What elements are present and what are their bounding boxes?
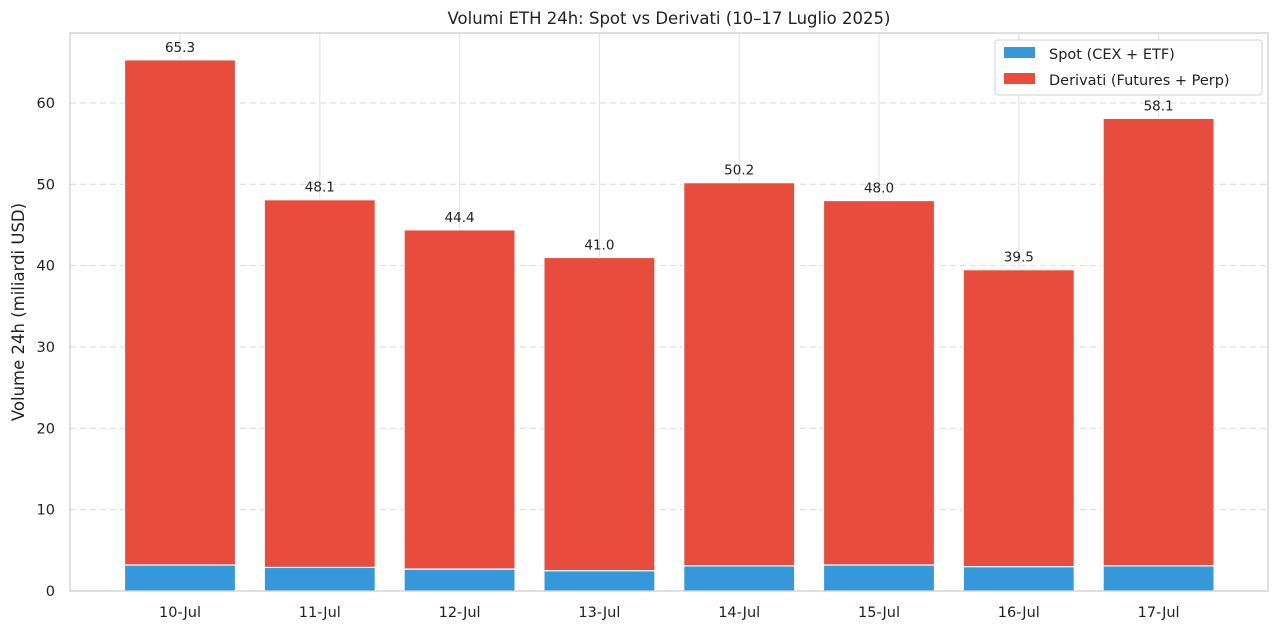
y-tick-label: 40 bbox=[37, 259, 55, 275]
x-tick-label: 16-Jul bbox=[998, 605, 1040, 621]
y-tick-label: 0 bbox=[46, 584, 55, 600]
bar-derivati bbox=[543, 256, 656, 572]
y-tick-label: 60 bbox=[37, 96, 55, 112]
plot-frame bbox=[69, 32, 1269, 592]
x-tick-label: 15-Jul bbox=[858, 605, 900, 621]
bar-spot bbox=[403, 568, 516, 592]
bar-total-label: 39.5 bbox=[1004, 250, 1034, 266]
bar-spot bbox=[962, 565, 1075, 592]
y-axis-ticks: 0 10 20 30 40 50 60 bbox=[37, 96, 55, 600]
bar-total-label: 48.1 bbox=[305, 180, 335, 196]
bar-spot bbox=[822, 564, 936, 592]
bar-total-label: 41.0 bbox=[584, 238, 614, 254]
x-tick-label: 13-Jul bbox=[578, 605, 620, 621]
x-tick-label: 12-Jul bbox=[439, 605, 481, 621]
legend-label-derivati: Derivati (Futures + Perp) bbox=[1049, 73, 1230, 89]
chart-title: Volumi ETH 24h: Spot vs Derivati (10–17 … bbox=[448, 9, 891, 28]
bar-total-label: 50.2 bbox=[724, 163, 754, 179]
bar-derivati bbox=[962, 269, 1075, 568]
bar-spot bbox=[1102, 565, 1215, 592]
legend-swatch-derivati bbox=[1004, 73, 1035, 84]
legend-box bbox=[994, 39, 1263, 96]
x-tick-label: 14-Jul bbox=[718, 605, 760, 621]
data-labels: 65.3 48.1 44.4 41.0 50.2 48.0 39.5 58.1 bbox=[165, 40, 1174, 266]
bar-spot bbox=[543, 570, 656, 592]
bar-total-label: 58.1 bbox=[1144, 98, 1174, 114]
bar-total-label: 44.4 bbox=[445, 210, 475, 226]
legend-swatch-spot bbox=[1004, 47, 1035, 58]
x-axis-ticks: 10-Jul 11-Jul 12-Jul 13-Jul 14-Jul 15-Jul 16-J… bbox=[159, 605, 1180, 621]
legend-label-spot: Spot (CEX + ETF) bbox=[1049, 47, 1175, 63]
x-tick-label: 10-Jul bbox=[159, 605, 201, 621]
bar-derivati bbox=[123, 59, 237, 566]
x-tick-label: 11-Jul bbox=[299, 605, 341, 621]
bars bbox=[123, 59, 1215, 592]
bar-total-label: 48.0 bbox=[864, 181, 894, 197]
bar-derivati bbox=[683, 182, 796, 567]
y-tick-label: 50 bbox=[37, 177, 55, 193]
y-tick-label: 30 bbox=[37, 340, 55, 356]
bar-spot bbox=[123, 564, 237, 592]
y-axis-label: Volume 24h (miliardi USD) bbox=[9, 203, 28, 421]
bar-derivati bbox=[403, 229, 516, 570]
bar-spot bbox=[683, 565, 796, 592]
bar-derivati bbox=[1102, 117, 1215, 567]
bar-derivati bbox=[822, 199, 936, 566]
y-tick-label: 10 bbox=[37, 503, 55, 519]
bar-total-label: 65.3 bbox=[165, 40, 195, 56]
x-tick-label: 17-Jul bbox=[1138, 605, 1180, 621]
legend: Spot (CEX + ETF) Derivati (Futures + Per… bbox=[994, 39, 1263, 96]
y-tick-label: 20 bbox=[37, 421, 55, 437]
bar-spot bbox=[263, 566, 376, 592]
bar-derivati bbox=[263, 199, 376, 569]
